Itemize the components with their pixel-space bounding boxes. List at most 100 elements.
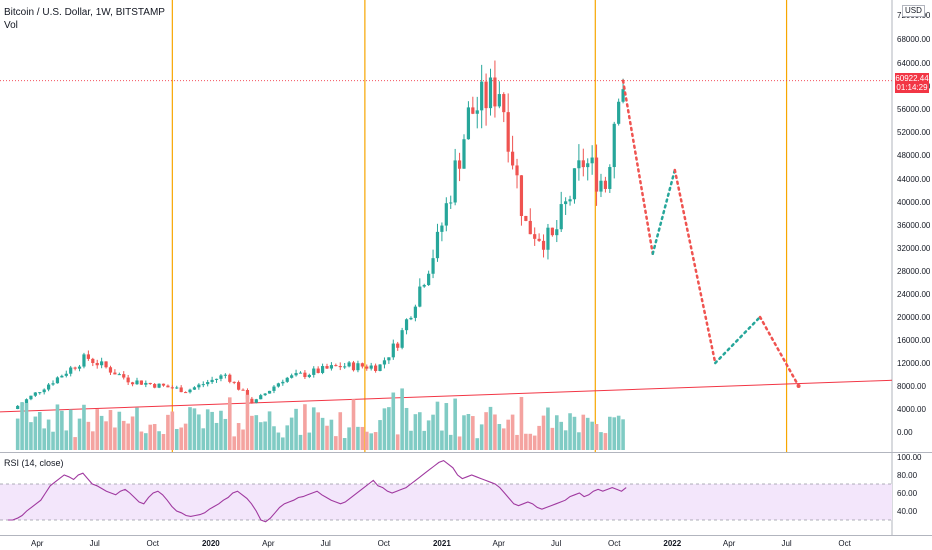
volume-bar — [298, 434, 303, 450]
volume-bar — [99, 415, 104, 450]
candle-body — [73, 367, 77, 369]
candle-body — [453, 160, 457, 203]
volume-bar — [550, 427, 555, 450]
candle-body — [440, 225, 444, 232]
volume-bar — [347, 427, 351, 450]
volume-bar — [338, 412, 343, 450]
rsi-tick-label: 80.00 — [897, 471, 918, 480]
volume-bar — [267, 411, 272, 450]
candle-body — [546, 227, 550, 250]
volume-bar — [95, 409, 100, 450]
candle-body — [157, 383, 161, 388]
volume-bar — [24, 403, 29, 450]
volume-bar — [104, 421, 108, 450]
volume-bar — [148, 424, 153, 450]
candle-body — [572, 168, 577, 200]
volume-bar — [15, 418, 20, 450]
candle-body — [263, 393, 267, 396]
volume-bar — [431, 414, 435, 450]
volume-bar — [554, 415, 559, 450]
volume-bar — [188, 407, 192, 450]
volume-bar — [46, 419, 51, 450]
volume-bar — [320, 417, 325, 450]
candle-body — [254, 399, 258, 403]
candle-body — [60, 375, 64, 378]
volume-bar — [77, 418, 82, 450]
y-tick-label: 28000.00 — [897, 267, 931, 276]
volume-bar — [563, 430, 568, 450]
x-tick-label: 2022 — [663, 539, 681, 548]
candle-body — [69, 367, 73, 374]
candle-body — [206, 382, 210, 385]
volume-bar — [68, 409, 73, 450]
y-tick-label: 44000.00 — [897, 175, 931, 184]
volume-bar — [378, 420, 382, 450]
candle-body — [537, 238, 541, 241]
x-tick-label: 2020 — [202, 539, 220, 548]
candle-body — [369, 365, 373, 369]
symbol-title[interactable]: Bitcoin / U.S. Dollar, 1W, BITSTAMP — [4, 7, 165, 18]
volume-bar — [161, 434, 166, 450]
projection-segment — [758, 315, 800, 388]
y-tick-label: 0.00 — [897, 428, 913, 437]
candle-body — [241, 389, 245, 391]
volume-bar — [484, 412, 488, 450]
volume-label[interactable]: Vol — [4, 20, 18, 31]
candle-body — [409, 317, 413, 320]
rsi-label[interactable]: RSI (14, close) — [4, 458, 64, 468]
volume-bar — [466, 413, 471, 450]
volume-bar — [418, 412, 422, 450]
volume-bar — [356, 426, 360, 450]
projection-segment — [651, 168, 677, 255]
candle-body — [170, 387, 174, 389]
volume-bar — [258, 422, 263, 450]
volume-bar — [294, 408, 298, 450]
candle-body — [356, 363, 360, 371]
volume-bar — [590, 421, 594, 450]
projection-segment — [713, 315, 762, 365]
volume-bar — [152, 424, 157, 450]
candle-body — [320, 366, 325, 373]
volume-bar — [541, 415, 546, 450]
candle-body — [493, 77, 497, 107]
volume-bar — [612, 417, 617, 450]
candle-body — [312, 368, 316, 375]
candle-body — [47, 384, 51, 390]
y-tick-label: 4000.00 — [897, 405, 926, 414]
x-tick-label: Oct — [378, 539, 391, 548]
volume-bar — [506, 419, 510, 450]
y-tick-label: 8000.00 — [897, 382, 926, 391]
volume-bar — [559, 421, 564, 450]
volume-bar — [568, 413, 572, 450]
y-tick-label: 16000.00 — [897, 336, 931, 345]
candle-body — [511, 151, 515, 166]
candle-body — [550, 227, 554, 236]
candle-body — [272, 386, 276, 391]
y-tick-label: 36000.00 — [897, 221, 931, 230]
currency-tag[interactable]: USD — [902, 5, 925, 17]
candle-body — [338, 366, 342, 368]
volume-bar — [126, 423, 130, 450]
candle-body — [400, 330, 404, 348]
volume-bar — [577, 432, 581, 450]
candle-body — [201, 384, 205, 386]
volume-bar — [462, 415, 466, 450]
volume-bar — [488, 406, 493, 450]
volume-bar — [121, 420, 126, 450]
last-price-badge: 60922.44 01:14:29 — [895, 73, 929, 93]
volume-bar — [281, 437, 285, 450]
candle-body — [488, 77, 493, 109]
volume-bar — [329, 419, 334, 450]
x-tick-label: Oct — [147, 539, 160, 548]
volume-bar — [113, 427, 117, 450]
volume-bar — [594, 424, 599, 450]
volume-bar — [272, 426, 276, 450]
candle-body — [435, 231, 440, 259]
y-tick-label: 52000.00 — [897, 128, 931, 137]
candle-body — [197, 384, 201, 388]
candle-body — [466, 107, 471, 140]
volume-bar — [497, 424, 502, 450]
x-tick-label: Apr — [723, 539, 736, 548]
candle-body — [559, 204, 563, 230]
